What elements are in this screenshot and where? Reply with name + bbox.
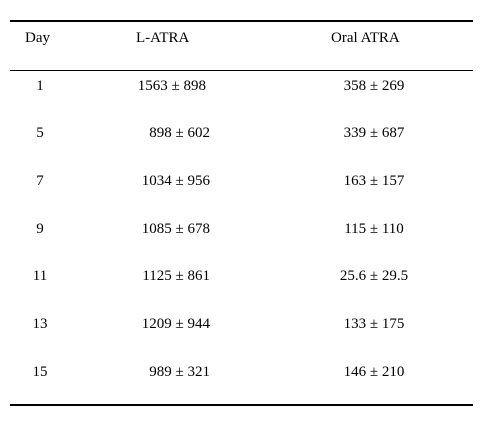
header-oral-atra: Oral ATRA: [331, 30, 400, 46]
day-cell: 11: [32, 268, 48, 284]
oral-atra-cell: 358 ± 269: [343, 78, 405, 94]
oral-atra-cell: 163 ± 157: [343, 173, 405, 189]
day-cell: 9: [36, 221, 44, 237]
l-atra-cell: 1563 ± 898: [137, 78, 206, 94]
l-atra-cell: 1034 ± 956: [141, 173, 210, 189]
header-day: Day: [25, 30, 50, 46]
header-rule: [10, 70, 473, 71]
l-atra-cell: 1209 ± 944: [141, 316, 210, 332]
day-cell: 1: [36, 78, 44, 94]
oral-atra-cell: 146 ± 210: [343, 364, 405, 380]
oral-atra-cell: 339 ± 687: [343, 125, 405, 141]
header-l-atra: L-ATRA: [136, 30, 190, 46]
l-atra-cell: 1085 ± 678: [141, 221, 210, 237]
l-atra-cell: 898 ± 602: [149, 125, 210, 141]
oral-atra-cell: 115 ± 110: [344, 221, 404, 237]
day-cell: 7: [36, 173, 44, 189]
day-cell: 5: [36, 125, 44, 141]
day-cell: 15: [32, 364, 48, 380]
l-atra-cell: 989 ± 321: [149, 364, 210, 380]
top-rule: [10, 20, 473, 22]
bottom-rule: [10, 404, 473, 406]
l-atra-cell: 1125 ± 861: [142, 268, 210, 284]
oral-atra-cell: 133 ± 175: [343, 316, 405, 332]
day-cell: 13: [32, 316, 48, 332]
oral-atra-cell: 25.6 ± 29.5: [339, 268, 409, 284]
